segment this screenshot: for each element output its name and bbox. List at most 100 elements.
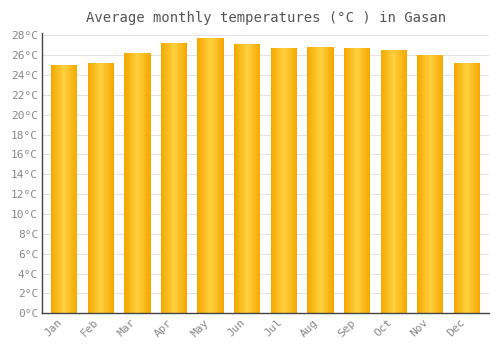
Bar bbox=[256, 44, 257, 313]
Bar bbox=[99, 63, 100, 313]
Bar bbox=[125, 53, 126, 313]
Bar bbox=[294, 48, 296, 313]
Bar bbox=[323, 47, 324, 313]
Bar bbox=[139, 53, 140, 313]
Bar bbox=[241, 44, 242, 313]
Bar bbox=[243, 44, 244, 313]
Bar bbox=[438, 55, 439, 313]
Bar bbox=[351, 48, 352, 313]
Bar bbox=[148, 53, 149, 313]
Bar bbox=[166, 43, 167, 313]
Bar bbox=[357, 48, 358, 313]
Bar bbox=[96, 63, 98, 313]
Bar bbox=[458, 63, 459, 313]
Bar bbox=[274, 48, 275, 313]
Bar bbox=[173, 43, 174, 313]
Bar bbox=[64, 65, 65, 313]
Bar bbox=[162, 43, 164, 313]
Bar bbox=[454, 63, 456, 313]
Bar bbox=[134, 53, 135, 313]
Bar bbox=[234, 44, 235, 313]
Bar bbox=[400, 50, 402, 313]
Bar bbox=[284, 48, 285, 313]
Bar bbox=[331, 47, 332, 313]
Bar bbox=[318, 47, 320, 313]
Bar bbox=[358, 48, 359, 313]
Bar bbox=[464, 63, 465, 313]
Bar bbox=[365, 48, 366, 313]
Bar bbox=[436, 55, 438, 313]
Bar bbox=[459, 63, 460, 313]
Bar bbox=[201, 38, 202, 313]
Bar bbox=[182, 43, 183, 313]
Bar bbox=[346, 48, 348, 313]
Bar bbox=[417, 55, 418, 313]
Bar bbox=[432, 55, 433, 313]
Bar bbox=[223, 38, 224, 313]
Bar bbox=[384, 50, 385, 313]
Bar bbox=[102, 63, 104, 313]
Bar bbox=[478, 63, 479, 313]
Bar bbox=[289, 48, 290, 313]
Bar bbox=[146, 53, 147, 313]
Bar bbox=[124, 53, 125, 313]
Bar bbox=[178, 43, 180, 313]
Bar bbox=[462, 63, 464, 313]
Bar bbox=[100, 63, 101, 313]
Bar bbox=[73, 65, 74, 313]
Bar bbox=[106, 63, 107, 313]
Bar bbox=[206, 38, 207, 313]
Bar bbox=[74, 65, 75, 313]
Bar bbox=[383, 50, 384, 313]
Bar bbox=[296, 48, 297, 313]
Bar bbox=[252, 44, 254, 313]
Bar bbox=[348, 48, 349, 313]
Bar bbox=[467, 63, 468, 313]
Bar bbox=[202, 38, 203, 313]
Bar bbox=[76, 65, 78, 313]
Bar bbox=[385, 50, 386, 313]
Bar bbox=[349, 48, 350, 313]
Bar bbox=[101, 63, 102, 313]
Bar bbox=[344, 48, 345, 313]
Bar bbox=[382, 50, 383, 313]
Bar bbox=[422, 55, 424, 313]
Bar bbox=[257, 44, 258, 313]
Bar bbox=[130, 53, 132, 313]
Bar bbox=[290, 48, 291, 313]
Bar bbox=[282, 48, 283, 313]
Bar bbox=[433, 55, 434, 313]
Bar bbox=[359, 48, 360, 313]
Bar bbox=[315, 47, 316, 313]
Bar bbox=[176, 43, 178, 313]
Bar bbox=[204, 38, 206, 313]
Bar bbox=[221, 38, 222, 313]
Bar bbox=[238, 44, 240, 313]
Bar bbox=[51, 65, 52, 313]
Bar bbox=[132, 53, 133, 313]
Bar bbox=[108, 63, 109, 313]
Bar bbox=[136, 53, 138, 313]
Bar bbox=[326, 47, 328, 313]
Bar bbox=[419, 55, 420, 313]
Bar bbox=[214, 38, 215, 313]
Bar bbox=[316, 47, 317, 313]
Bar bbox=[184, 43, 186, 313]
Bar bbox=[66, 65, 67, 313]
Bar bbox=[324, 47, 325, 313]
Bar bbox=[254, 44, 255, 313]
Bar bbox=[198, 38, 200, 313]
Bar bbox=[126, 53, 127, 313]
Bar bbox=[333, 47, 334, 313]
Bar bbox=[397, 50, 398, 313]
Bar bbox=[175, 43, 176, 313]
Bar bbox=[65, 65, 66, 313]
Bar bbox=[54, 65, 56, 313]
Bar bbox=[285, 48, 286, 313]
Bar bbox=[52, 65, 53, 313]
Bar bbox=[428, 55, 430, 313]
Bar bbox=[292, 48, 294, 313]
Bar bbox=[210, 38, 212, 313]
Bar bbox=[460, 63, 461, 313]
Bar bbox=[426, 55, 427, 313]
